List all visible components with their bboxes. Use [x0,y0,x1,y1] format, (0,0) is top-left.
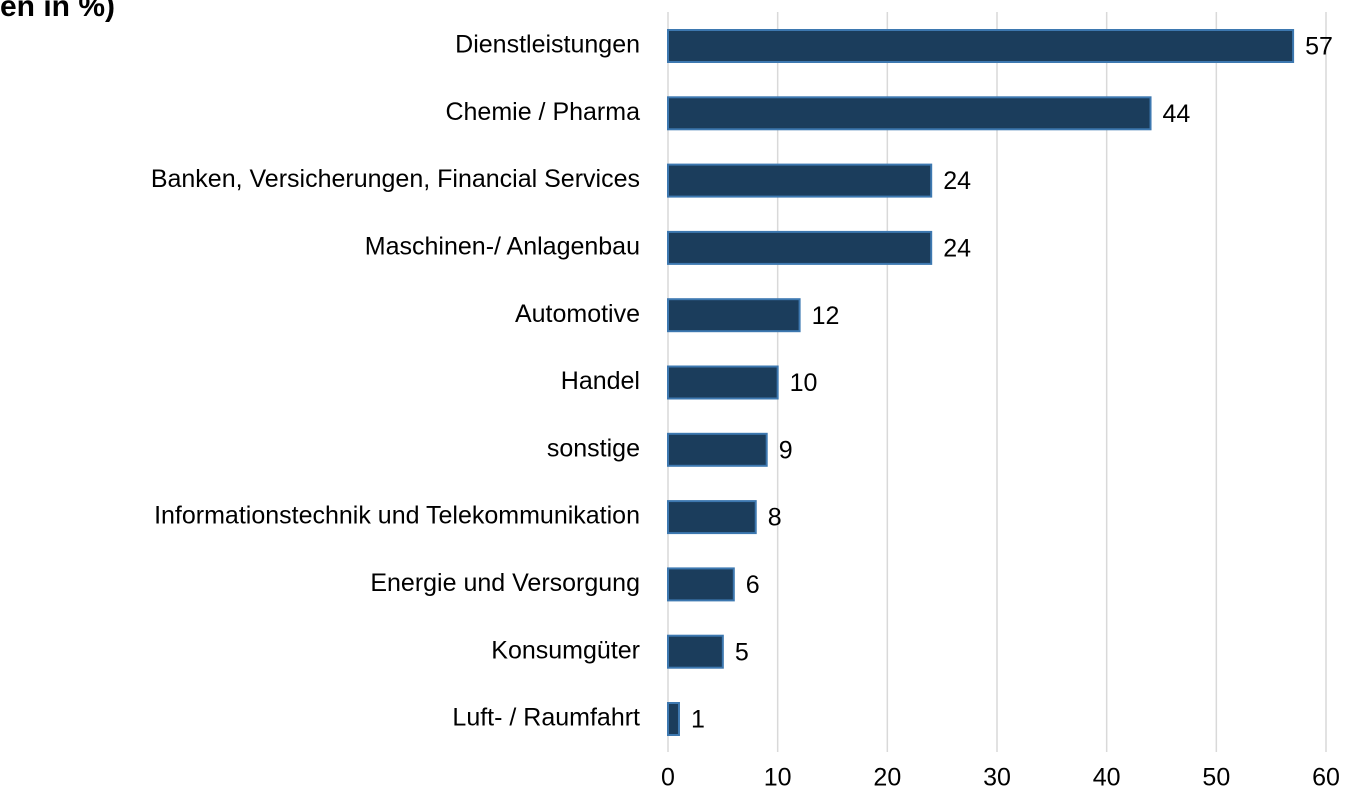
x-tick-label: 30 [983,764,1011,792]
bar [667,29,1295,63]
data-label: 9 [779,436,793,464]
bar [667,634,724,669]
data-label: 5 [735,638,749,666]
x-tick-label: 10 [764,764,792,792]
data-label: 6 [746,571,760,599]
bar [667,163,933,198]
y-tick-label: Luft- / Raumfahrt [452,704,640,732]
y-tick-label: Dienstleistungen [455,31,640,59]
bar [667,567,735,602]
bar [667,230,933,265]
bar [667,96,1152,131]
bar [667,298,801,333]
y-tick-label: Energie und Versorgung [370,569,640,597]
data-label: 24 [943,167,971,195]
y-tick-label: Chemie / Pharma [445,98,640,126]
y-tick-label: Banken, Versicherungen, Financial Servic… [151,165,640,193]
data-label: 44 [1163,100,1191,128]
data-label: 24 [943,235,971,263]
data-label: 1 [691,706,705,734]
x-tick-label: 0 [661,764,675,792]
data-label: 57 [1305,33,1333,61]
y-tick-label: sonstige [547,434,640,462]
y-tick-label: Informationstechnik und Telekommunikatio… [154,502,640,530]
bar [667,432,768,467]
data-label: 8 [768,504,782,532]
x-tick-label: 20 [873,764,901,792]
y-tick-label: Handel [561,367,640,395]
bar [667,365,779,400]
x-tick-label: 50 [1202,764,1230,792]
y-tick-label: Maschinen-/ Anlagenbau [365,233,640,261]
x-tick-label: 60 [1312,764,1340,792]
chart-title: en in %) [0,0,115,23]
bar [667,702,680,736]
y-tick-label: Automotive [515,300,640,328]
data-label: 10 [790,369,818,397]
x-tick-label: 40 [1093,764,1121,792]
data-label: 12 [812,302,840,330]
bar [667,500,757,535]
y-tick-label: Konsumgüter [491,636,640,664]
